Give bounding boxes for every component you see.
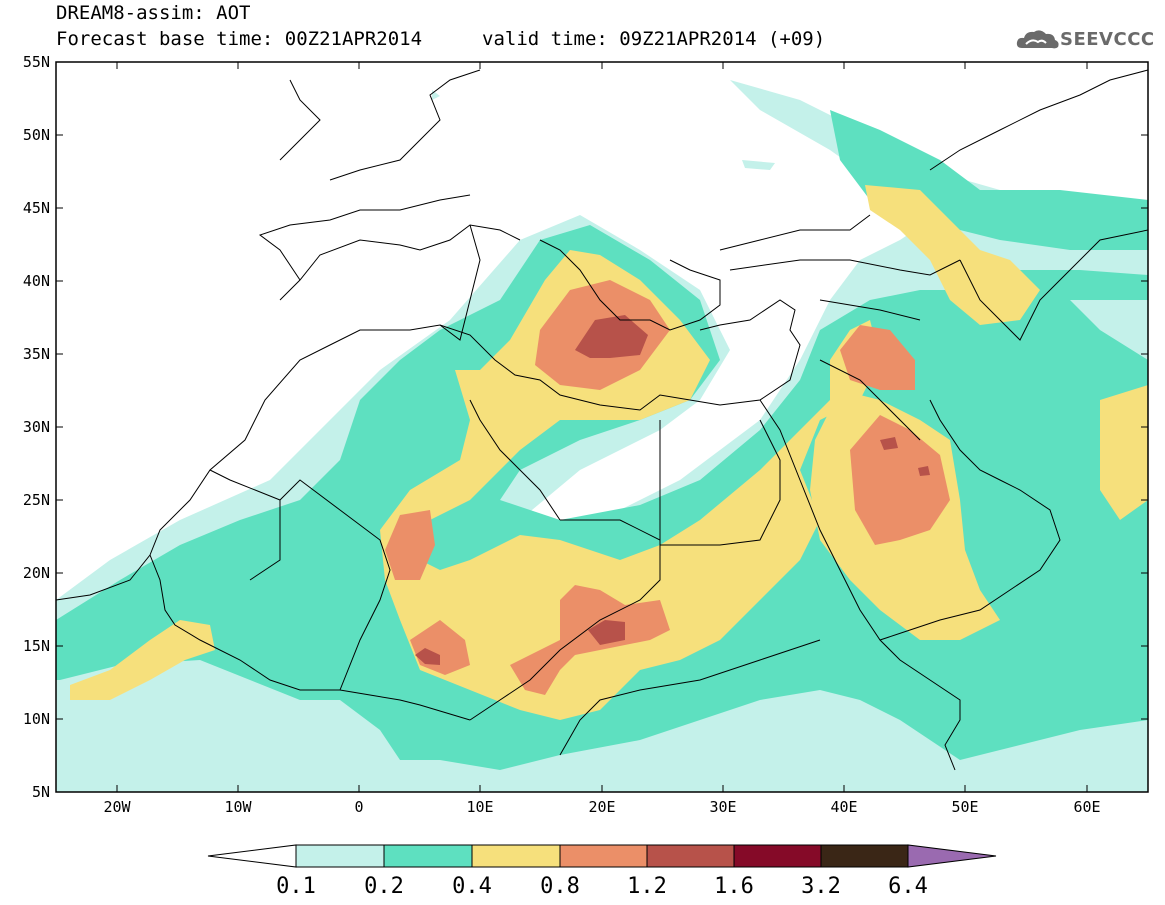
colorbar-label: 6.4 (888, 874, 928, 899)
colorbar-label: 0.1 (276, 874, 316, 899)
latitude-labels: 55N 50N 45N 40N 35N 30N 25N 20N 15N 10N … (23, 53, 50, 801)
lat-label: 30N (23, 418, 50, 436)
colorbar-label: 0.2 (364, 874, 404, 899)
colorbar-segment (646, 844, 735, 868)
lat-label: 20N (23, 564, 50, 582)
colorbar-label: 1.6 (714, 874, 754, 899)
colorbar-low-arrow (207, 844, 297, 868)
map-title: DREAM8-assim: AOT (56, 2, 251, 24)
seevccc-logo: SEEVCCC (1016, 28, 1156, 52)
lon-label: 0 (354, 798, 363, 816)
lat-label: 45N (23, 199, 50, 217)
colorbar-segment (733, 844, 822, 868)
aot-level-0-8 (385, 280, 950, 695)
colorbar-label: 1.2 (627, 874, 667, 899)
lon-label: 30E (709, 798, 736, 816)
colorbar: 0.1 0.2 0.4 0.8 1.2 1.6 3.2 6.4 (207, 844, 997, 899)
lon-label: 40E (830, 798, 857, 816)
lat-label: 35N (23, 345, 50, 363)
axis-ticks (56, 61, 1148, 792)
aot-shading (56, 62, 1148, 792)
lon-label: 10W (224, 798, 252, 816)
logo-text: SEEVCCC (1060, 29, 1155, 50)
coastlines (56, 69, 1148, 771)
lon-label: 10E (466, 798, 493, 816)
colorbar-label: 0.8 (540, 874, 580, 899)
lat-label: 10N (23, 710, 50, 728)
lon-label: 20W (103, 798, 131, 816)
cloud-icon (1016, 30, 1059, 49)
lat-label: 5N (32, 783, 50, 801)
colorbar-label: 3.2 (801, 874, 841, 899)
longitude-labels: 20W 10W 0 10E 20E 30E 40E 50E 60E (103, 798, 1100, 816)
colorbar-segment (295, 844, 385, 868)
colorbar-segment (820, 844, 909, 868)
colorbar-segment (471, 844, 561, 868)
colorbar-segment (383, 844, 473, 868)
colorbar-segment (559, 844, 648, 868)
valid-time: valid time: 09Z21APR2014 (+09) (482, 28, 826, 50)
lat-label: 40N (23, 272, 50, 290)
lon-label: 60E (1073, 798, 1100, 816)
colorbar-label: 0.4 (452, 874, 492, 899)
lon-label: 50E (951, 798, 978, 816)
lon-label: 20E (588, 798, 615, 816)
forecast-base-time: Forecast base time: 00Z21APR2014 (56, 28, 423, 50)
aot-level-1-2 (415, 315, 930, 665)
lat-label: 55N (23, 53, 50, 71)
lat-label: 15N (23, 637, 50, 655)
colorbar-high-arrow (907, 844, 997, 868)
lat-label: 25N (23, 491, 50, 509)
lat-label: 50N (23, 126, 50, 144)
